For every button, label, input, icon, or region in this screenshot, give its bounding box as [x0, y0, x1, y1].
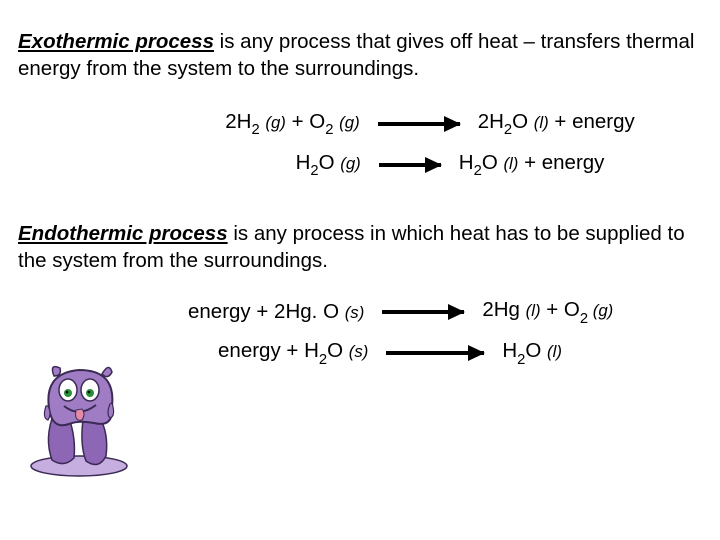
eq2-l-a-sub: 2 [310, 163, 318, 179]
eq2-r-phase: (l) [503, 154, 518, 173]
equation-1: 2H2 (g) + O2 (g) 2H2O (l) + energy [18, 110, 702, 137]
eq3-r-a: 2Hg [482, 298, 525, 321]
eq1-r-phase: (l) [534, 113, 549, 132]
eq4-r-a: H [502, 339, 517, 362]
eq1-tail: + energy [549, 110, 635, 133]
equation-3: energy + 2Hg. O (s) 2Hg (l) + O2 (g) [18, 298, 702, 325]
eq2-r-a: H [459, 151, 474, 174]
eq4-right: H2O (l) [502, 339, 562, 366]
endothermic-equations: energy + 2Hg. O (s) 2Hg (l) + O2 (g) ene… [18, 298, 702, 366]
arrow-icon [379, 163, 441, 167]
eq1-r-a-sub: 2 [504, 122, 512, 138]
eq1-l-a-sub: 2 [251, 122, 259, 138]
exothermic-paragraph: Exothermic process is any process that g… [18, 28, 702, 82]
endothermic-term: Endothermic process [18, 222, 228, 245]
eq4-lead: energy + H [218, 339, 319, 362]
eq2-r-a-sub: 2 [474, 163, 482, 179]
eq4-r-phase: (l) [547, 342, 562, 361]
eq3-lead: energy + 2Hg [188, 300, 312, 323]
equation-4: energy + H2O (s) H2O (l) [78, 339, 702, 366]
eq2-r-b: O [482, 151, 504, 174]
eq1-plus: + [286, 110, 309, 133]
eq4-r-b: O [525, 339, 547, 362]
eq4-l-b: O [327, 339, 349, 362]
eq1-r-b: O [512, 110, 534, 133]
eq4-left: energy + H2O (s) [218, 339, 368, 366]
slide: Exothermic process is any process that g… [0, 0, 720, 540]
eq2-l-b: O [319, 151, 341, 174]
endothermic-paragraph: Endothermic process is any process in wh… [18, 220, 702, 274]
eq1-l-a-phase: (g) [265, 113, 286, 132]
eq1-l-b-sub: 2 [325, 122, 333, 138]
eq4-r-sub: 2 [517, 352, 525, 368]
eq2-l-phase: (g) [340, 154, 361, 173]
arrow-icon [382, 310, 464, 314]
eq3-l-phase: (s) [345, 303, 365, 322]
eq3-r-a-phase: (l) [526, 301, 541, 320]
eq1-l-b-phase: (g) [339, 113, 360, 132]
eq3-r-b-sub: 2 [580, 311, 588, 327]
melting-creature-icon [24, 358, 134, 478]
eq3-left: energy + 2Hg. O (s) [188, 300, 364, 324]
eq1-l-a: 2H [225, 110, 251, 133]
arrow-icon [378, 122, 460, 126]
eq3-right: 2Hg (l) + O2 (g) [482, 298, 613, 325]
exothermic-equations: 2H2 (g) + O2 (g) 2H2O (l) + energy H2O (… [18, 110, 702, 178]
eq2-tail: + energy [518, 151, 604, 174]
eq4-l-phase: (s) [349, 342, 369, 361]
exothermic-term: Exothermic process [18, 30, 214, 53]
eq4-l-sub: 2 [319, 352, 327, 368]
arrow-icon [386, 351, 484, 355]
eq2-left: H2O (g) [296, 151, 361, 178]
equation-2: H2O (g) H2O (l) + energy [18, 151, 702, 178]
eq1-l-b: O [309, 110, 325, 133]
eq1-left: 2H2 (g) + O2 (g) [225, 110, 359, 137]
eq2-right: H2O (l) + energy [459, 151, 605, 178]
eq1-r-a: 2H [478, 110, 504, 133]
eq3-plus: + O [541, 298, 580, 321]
eq2-l-a: H [296, 151, 311, 174]
eq3-r-b-phase: (g) [588, 301, 613, 320]
eq3-dot: . [312, 300, 323, 323]
eq3-l-b: O [323, 300, 345, 323]
eq1-right: 2H2O (l) + energy [478, 110, 635, 137]
